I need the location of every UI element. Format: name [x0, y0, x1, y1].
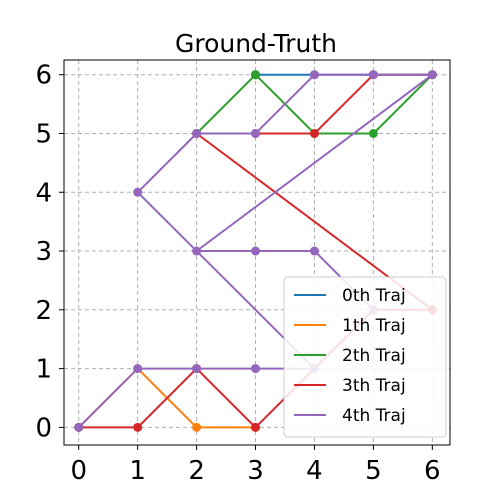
data-point [192, 364, 202, 374]
data-point [133, 187, 143, 197]
y-tick-label: 2 [35, 296, 52, 326]
legend: 0th Traj 1th Traj 2th Traj 3th Traj 4th Traj [283, 276, 447, 438]
data-point [251, 422, 261, 432]
data-point [251, 364, 261, 374]
series-layer [74, 70, 437, 432]
legend-label: 2th Traj [342, 346, 406, 366]
data-point [309, 128, 319, 138]
data-point [192, 422, 202, 432]
x-tick-label: 3 [247, 456, 264, 486]
data-point [192, 246, 202, 256]
legend-label: 3th Traj [342, 376, 406, 396]
data-point [368, 128, 378, 138]
data-point [251, 246, 261, 256]
data-point [133, 364, 143, 374]
legend-label: 4th Traj [342, 406, 406, 426]
data-point [309, 246, 319, 256]
chart-title: Ground-Truth [175, 29, 337, 58]
x-tick-label: 1 [129, 456, 146, 486]
x-tick-label: 2 [188, 456, 205, 486]
data-point [192, 128, 202, 138]
data-point [368, 70, 378, 80]
y-tick-label: 6 [35, 61, 52, 91]
y-tick-label: 3 [35, 237, 52, 267]
data-point [309, 70, 319, 80]
data-point [74, 422, 84, 432]
data-point [251, 70, 261, 80]
y-tick-label: 5 [35, 119, 52, 149]
series-4 [74, 70, 437, 432]
x-tick-label: 6 [424, 456, 441, 486]
plot-frame [63, 59, 451, 446]
legend-label: 0th Traj [342, 286, 406, 306]
y-tick-label: 4 [35, 178, 52, 208]
x-tick-label: 0 [70, 456, 87, 486]
x-tick-label: 5 [365, 456, 382, 486]
y-tick-label: 1 [35, 355, 52, 385]
ticks: 0 1 2 3 4 5 6 0 1 2 3 4 5 6 [35, 61, 440, 486]
y-tick-label: 0 [35, 413, 52, 443]
data-point [427, 70, 437, 80]
data-point [251, 128, 261, 138]
legend-box [283, 276, 447, 438]
legend-label: 1th Traj [342, 316, 406, 336]
x-tick-label: 4 [306, 456, 323, 486]
data-point [133, 422, 143, 432]
